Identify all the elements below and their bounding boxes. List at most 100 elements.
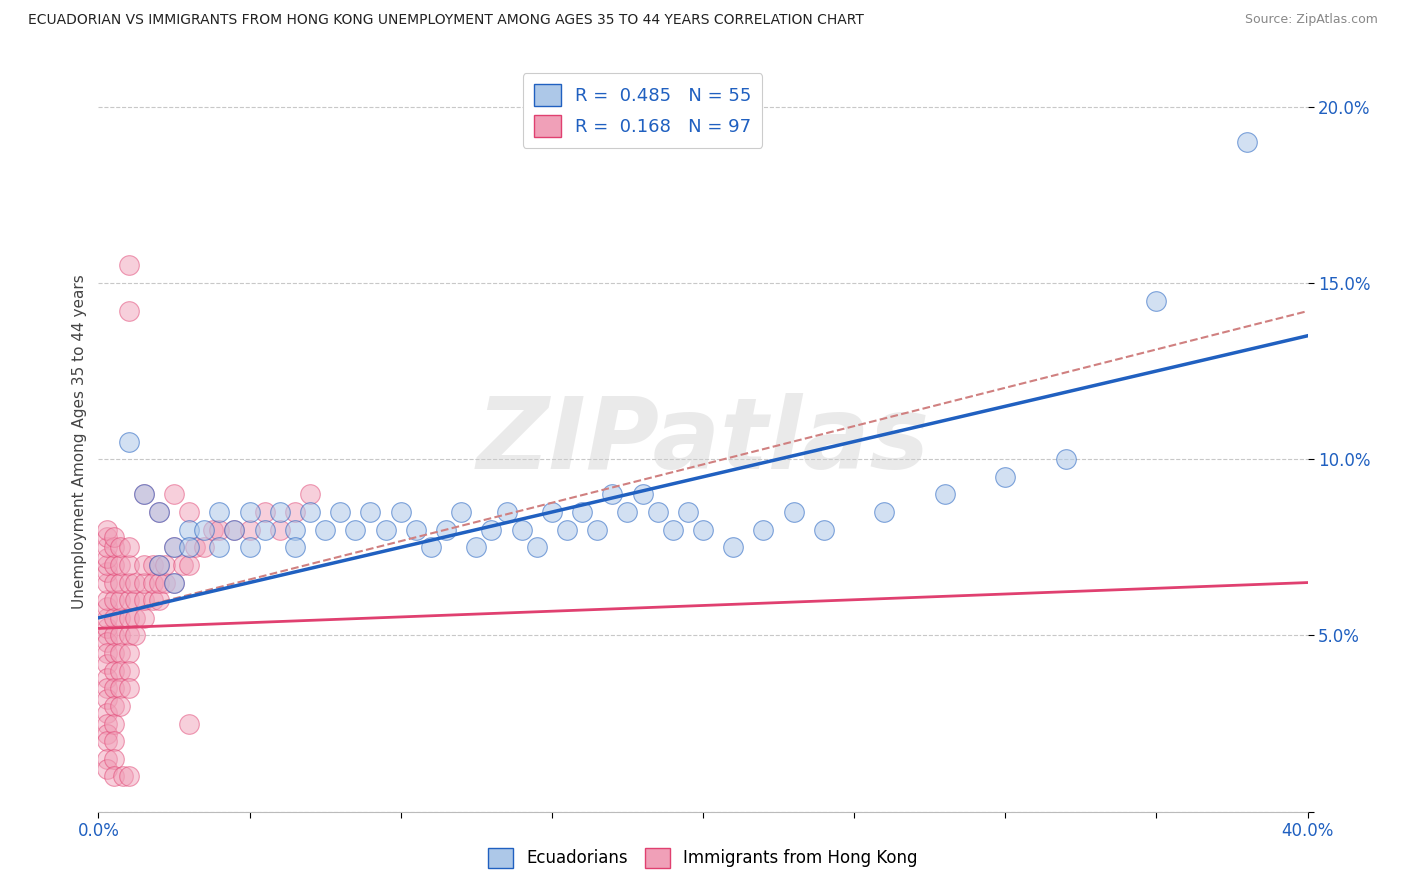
Point	[163, 575, 186, 590]
Point	[103, 698, 125, 713]
Point	[873, 505, 896, 519]
Point	[108, 646, 131, 660]
Point	[360, 505, 382, 519]
Point	[163, 541, 186, 555]
Point	[179, 505, 201, 519]
Point	[142, 593, 165, 607]
Point	[253, 523, 276, 537]
Point	[96, 600, 118, 615]
Point	[118, 664, 141, 678]
Point	[179, 716, 201, 731]
Point	[118, 681, 141, 696]
Point	[208, 523, 231, 537]
Point	[96, 716, 118, 731]
Point	[602, 487, 624, 501]
Point	[434, 523, 457, 537]
Point	[96, 593, 118, 607]
Point	[96, 621, 118, 635]
Point	[420, 541, 443, 555]
Point	[179, 523, 201, 537]
Point	[118, 541, 141, 555]
Point	[571, 505, 593, 519]
Point	[284, 541, 307, 555]
Point	[616, 505, 638, 519]
Point	[108, 558, 131, 572]
Point	[208, 505, 231, 519]
Point	[329, 505, 352, 519]
Point	[118, 304, 141, 318]
Point	[108, 664, 131, 678]
Point	[108, 681, 131, 696]
Point	[202, 523, 225, 537]
Point	[994, 470, 1017, 484]
Point	[132, 487, 155, 501]
Point	[96, 550, 118, 565]
Point	[132, 611, 155, 625]
Point	[239, 541, 262, 555]
Point	[96, 628, 118, 642]
Point	[284, 505, 307, 519]
Point	[465, 541, 488, 555]
Point	[813, 523, 835, 537]
Point	[103, 769, 125, 783]
Point	[103, 530, 125, 544]
Point	[153, 558, 176, 572]
Point	[586, 523, 609, 537]
Point	[96, 752, 118, 766]
Point	[108, 575, 131, 590]
Point	[103, 716, 125, 731]
Point	[124, 593, 146, 607]
Point	[108, 698, 131, 713]
Y-axis label: Unemployment Among Ages 35 to 44 years: Unemployment Among Ages 35 to 44 years	[72, 274, 87, 609]
Point	[108, 611, 131, 625]
Point	[118, 434, 141, 449]
Point	[96, 706, 118, 720]
Point	[96, 530, 118, 544]
Point	[132, 575, 155, 590]
Point	[540, 505, 562, 519]
Point	[1054, 452, 1077, 467]
Point	[405, 523, 427, 537]
Point	[193, 541, 215, 555]
Point	[752, 523, 775, 537]
Point	[103, 681, 125, 696]
Point	[132, 558, 155, 572]
Point	[118, 593, 141, 607]
Point	[495, 505, 517, 519]
Point	[108, 593, 131, 607]
Point	[118, 258, 141, 272]
Point	[631, 487, 654, 501]
Point	[118, 769, 141, 783]
Point	[118, 628, 141, 642]
Point	[118, 558, 141, 572]
Point	[163, 487, 186, 501]
Point	[148, 505, 170, 519]
Point	[172, 558, 194, 572]
Point	[555, 523, 578, 537]
Point	[103, 558, 125, 572]
Point	[481, 523, 503, 537]
Point	[148, 558, 170, 572]
Point	[193, 523, 215, 537]
Point	[96, 575, 118, 590]
Point	[148, 505, 170, 519]
Point	[111, 769, 134, 783]
Point	[103, 664, 125, 678]
Point	[510, 523, 533, 537]
Point	[124, 628, 146, 642]
Point	[163, 575, 186, 590]
Point	[103, 541, 125, 555]
Point	[148, 593, 170, 607]
Point	[132, 593, 155, 607]
Point	[224, 523, 246, 537]
Point	[284, 523, 307, 537]
Point	[179, 558, 201, 572]
Point	[142, 558, 165, 572]
Point	[253, 505, 276, 519]
Point	[118, 611, 141, 625]
Point	[96, 727, 118, 741]
Point	[299, 505, 322, 519]
Point	[96, 565, 118, 579]
Point	[269, 505, 291, 519]
Point	[647, 505, 669, 519]
